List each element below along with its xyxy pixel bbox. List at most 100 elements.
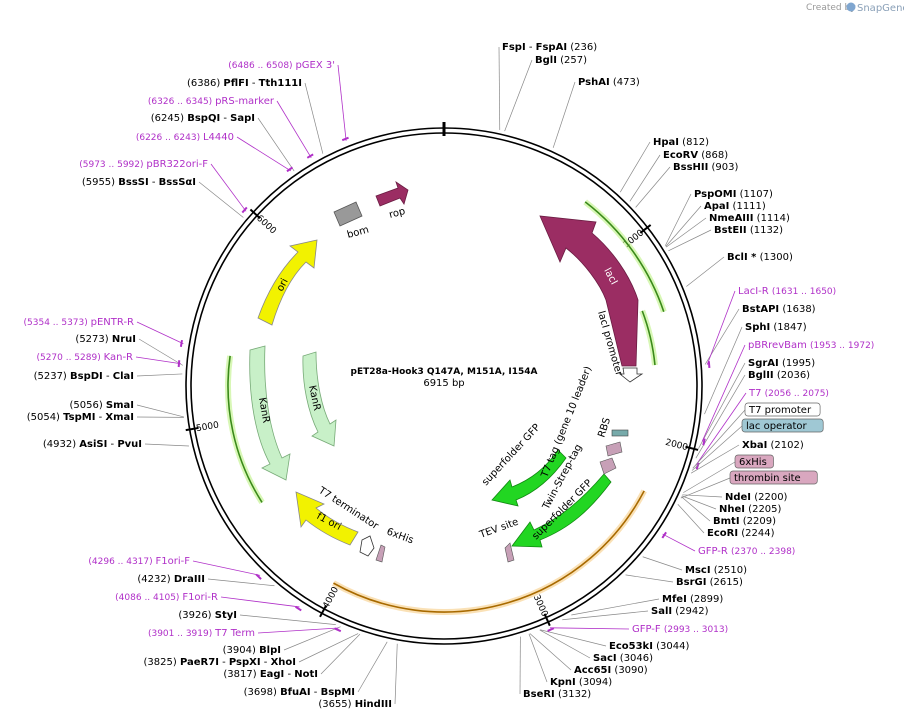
feature-arcs [225, 199, 667, 615]
site-HindIII[interactable]: (3655) HindIII [318, 699, 392, 710]
site-HpaI[interactable]: HpaI (812) [653, 137, 709, 148]
svg-text:BssHII (903): BssHII (903) [673, 162, 739, 173]
leader-line [681, 496, 711, 522]
site-SacI[interactable]: SacI (3046) [593, 653, 653, 664]
feature-box-lacoperator[interactable]: lac operator [691, 418, 824, 471]
site-StyI[interactable]: (3926) StyI [178, 610, 237, 621]
site-PflFI[interactable]: (6386) PflFI - Tth111I [187, 78, 302, 89]
site-BclI[interactable]: BclI * (1300) [727, 252, 793, 263]
feature-6xHis-inner[interactable]: 6xHis [375, 526, 415, 563]
site-NruI[interactable]: (5273) NruI [75, 334, 136, 345]
site-SmaI[interactable]: (5056) SmaI [69, 400, 134, 411]
feature-box-thrombinsite[interactable]: thrombin site [680, 470, 818, 499]
site-EcoRV[interactable]: EcoRV (868) [663, 150, 728, 161]
site-FspI[interactable]: FspI - FspAI (236) [502, 42, 597, 53]
site-NheI[interactable]: NheI (2205) [719, 504, 782, 515]
svg-text:MfeI (2899): MfeI (2899) [662, 594, 723, 605]
site-XbaI[interactable]: XbaI (2102) [742, 440, 804, 451]
svg-text:FspI - FspAI (236): FspI - FspAI (236) [502, 42, 597, 53]
primer-pRSmarker[interactable]: (6326 .. 6345) pRS-marker [148, 96, 275, 107]
feature-KanR-outer[interactable]: KanR [249, 345, 291, 481]
leader-line [552, 81, 576, 148]
site-BglII[interactable]: BglII (2036) [748, 370, 810, 381]
feature-RBS[interactable]: RBS [596, 417, 629, 439]
primer-LacIR[interactable]: LacI-R (1631 .. 1650) [738, 286, 836, 297]
feature-bom[interactable]: bom [333, 201, 370, 241]
backbone [185, 122, 703, 645]
site-NdeI[interactable]: NdeI (2200) [725, 492, 788, 503]
site-BssSI[interactable]: (5955) BssSI - BssSαI [82, 177, 196, 188]
svg-text:(5273) NruI: (5273) NruI [75, 334, 136, 345]
primer-pBRrevBam[interactable]: pBRrevBam (1953 .. 1972) [748, 340, 874, 351]
site-TspMI[interactable]: (5054) TspMI - XmaI [27, 412, 134, 423]
svg-text:(3817) EagI - NotI: (3817) EagI - NotI [223, 669, 318, 680]
site-Acc65I[interactable]: Acc65I (3090) [574, 665, 648, 676]
leader-line [540, 629, 607, 647]
insert-orf-arc[interactable] [333, 490, 645, 613]
site-PspOMI[interactable]: PspOMI (1107) [694, 189, 773, 200]
feature-box-label: T7 promoter [748, 405, 812, 416]
site-EcoRI[interactable]: EcoRI (2244) [707, 528, 775, 539]
primer-pBR322oriF[interactable]: (5973 .. 5992) pBR322ori-F [79, 159, 208, 170]
site-EagI[interactable]: (3817) EagI - NotI [223, 669, 318, 680]
primer-leader [549, 627, 630, 630]
primer-GFPR[interactable]: GFP-R (2370 .. 2398) [698, 546, 795, 557]
site-MscI[interactable]: MscI (2510) [685, 565, 747, 576]
site-BspDI[interactable]: (5237) BspDI - ClaI [34, 371, 134, 382]
site-BssHII[interactable]: BssHII (903) [673, 162, 739, 173]
feature-box-T7promoter[interactable]: T7 promoter [692, 402, 821, 469]
primer-T7[interactable]: T7 (2056 .. 2075) [748, 388, 829, 399]
feature-box-6xHis[interactable]: 6xHis [683, 454, 774, 493]
feature-rop[interactable]: rop [375, 181, 409, 221]
site-PshAI[interactable]: PshAI (473) [578, 77, 640, 88]
site-BlpI[interactable]: (3904) BlpI [223, 645, 281, 656]
primer-T7Term[interactable]: (3901 .. 3919) T7 Term [148, 628, 255, 639]
lacI-promoter-arc[interactable] [641, 310, 656, 366]
site-BseRI[interactable]: BseRI (3132) [523, 689, 591, 700]
feature-lacI[interactable]: lacI [539, 215, 639, 367]
site-BmtI[interactable]: BmtI (2209) [713, 516, 776, 527]
leader-line [320, 633, 361, 675]
feature-ori[interactable]: ori [257, 239, 318, 326]
site-SalI[interactable]: SalI (2942) [651, 606, 709, 617]
site-NmeAIII[interactable]: NmeAIII (1114) [709, 213, 790, 224]
site-AsiSI[interactable]: (4932) AsiSI - PvuI [43, 439, 142, 450]
feature-KanR-inner[interactable]: KanR [302, 351, 337, 447]
site-KpnI[interactable]: KpnI (3094) [550, 677, 612, 688]
site-Eco53kI[interactable]: Eco53kI (3044) [609, 641, 689, 652]
primer-leader [210, 163, 247, 212]
site-SphI[interactable]: SphI (1847) [745, 322, 807, 333]
primer-F1oriF[interactable]: (4296 .. 4317) F1ori-F [88, 556, 190, 567]
site-DraIII[interactable]: (4232) DraIII [137, 574, 205, 585]
primer-L4440[interactable]: (6226 .. 6243) L4440 [136, 132, 234, 143]
site-BspQI[interactable]: (6245) BspQI - SapI [151, 113, 255, 124]
site-ApaI[interactable]: ApaI (1111) [704, 201, 766, 212]
kanR-orf-arc[interactable] [227, 355, 263, 503]
primer-mark [255, 573, 262, 580]
primer-GFPF[interactable]: GFP-F (2993 .. 3013) [632, 624, 728, 635]
primer-mark [661, 531, 667, 539]
site-BsrGI[interactable]: BsrGI (2615) [676, 577, 743, 588]
lacI-orf-arc[interactable] [584, 201, 665, 312]
primer-pGEX3[interactable]: (6486 .. 6508) pGEX 3' [228, 60, 335, 71]
primer-leader [276, 100, 312, 159]
primer-F1oriR[interactable]: (4086 .. 4105) F1ori-R [115, 592, 218, 603]
primer-KanR[interactable]: (5270 .. 5289) Kan-R [36, 352, 133, 363]
tick-mark [249, 208, 261, 219]
primer-leader [662, 533, 696, 552]
svg-text:GFP-F (2993 .. 3013): GFP-F (2993 .. 3013) [632, 624, 728, 635]
feature-TEV-site[interactable]: TEV site [477, 517, 520, 563]
primer-leader [136, 321, 184, 345]
site-SgrAI[interactable]: SgrAI (1995) [748, 358, 815, 369]
site-BstAPI[interactable]: BstAPI (1638) [742, 304, 816, 315]
site-BfuAI[interactable]: (3698) BfuAI - BspMI [244, 687, 355, 698]
site-PaeR7I[interactable]: (3825) PaeR7I - PspXI - XhoI [144, 657, 296, 668]
svg-text:HpaI (812): HpaI (812) [653, 137, 709, 148]
site-BstEII[interactable]: BstEII (1132) [714, 225, 783, 236]
site-MfeI[interactable]: MfeI (2899) [662, 594, 723, 605]
leader-lines [136, 46, 746, 705]
primer-pENTRR[interactable]: (5354 .. 5373) pENTR-R [24, 317, 135, 328]
svg-text:(5955) BssSI - BssSαI: (5955) BssSI - BssSαI [82, 177, 196, 188]
site-BglI[interactable]: BglI (257) [535, 55, 587, 66]
svg-text:(5054) TspMI - XmaI: (5054) TspMI - XmaI [27, 412, 134, 423]
